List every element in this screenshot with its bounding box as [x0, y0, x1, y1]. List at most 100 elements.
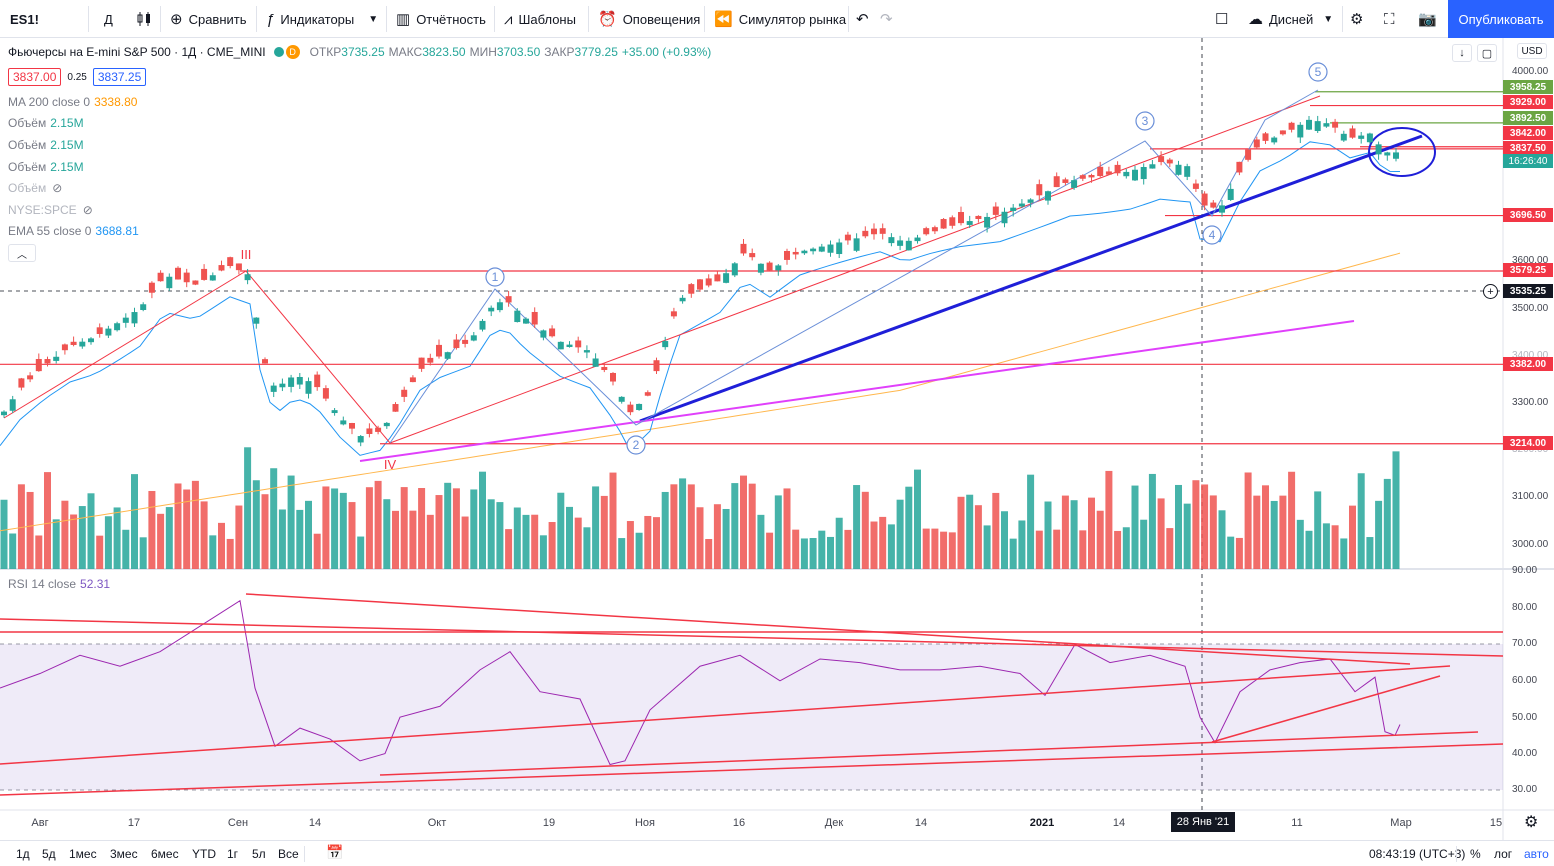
candle-body — [792, 251, 799, 255]
eye-hidden-icon[interactable]: ⊘ — [52, 181, 63, 195]
date-range-button[interactable]: 📅 — [326, 844, 343, 861]
currency-button[interactable]: USD — [1517, 43, 1547, 59]
candle-body — [897, 240, 904, 246]
volume-legend-2[interactable]: Объём 2.15M — [8, 138, 84, 152]
percent-scale-toggle[interactable]: % — [1470, 847, 1481, 861]
blue-trendline — [639, 134, 1423, 423]
log-scale-toggle[interactable]: лог — [1494, 847, 1513, 861]
volume-bar — [157, 513, 165, 569]
volume-bar — [191, 480, 199, 569]
volume-bar — [209, 535, 217, 569]
maximize-pane-button[interactable]: ▢ — [1477, 44, 1497, 62]
volume-bar — [557, 492, 565, 569]
ema-legend[interactable]: EMA 55 close 0 3688.81 — [8, 224, 139, 238]
symbol-search-button[interactable]: ES1! — [10, 11, 39, 27]
candle-body — [1323, 123, 1330, 127]
range-5d-button[interactable]: 5д — [42, 847, 56, 861]
reports-button[interactable]: ▥ Отчётность — [396, 11, 486, 28]
clock-timezone[interactable]: 08:43:19 (UTC+3) — [1369, 847, 1466, 861]
candle-body — [1384, 152, 1391, 156]
bottom-toolbar: 1д 5д 1мес 3мес 6мес YTD 1г 5л Все 📅 08:… — [0, 840, 1554, 866]
volume-bar — [104, 516, 112, 569]
range-1m-button[interactable]: 1мес — [69, 847, 97, 861]
volume-bar — [609, 472, 617, 569]
ask-price[interactable]: 3837.25 — [92, 68, 147, 86]
volume-legend-1[interactable]: Объём 2.15M — [8, 116, 84, 130]
range-3m-button[interactable]: 3мес — [110, 847, 138, 861]
range-all-button[interactable]: Все — [278, 847, 299, 861]
time-tick: 15 — [1489, 817, 1503, 829]
redo-button[interactable]: ↷ — [880, 0, 899, 38]
templates-button[interactable]: ⩘ Шаблоны — [504, 10, 576, 28]
crosshair-price-label: 3535.25 — [1503, 284, 1553, 298]
download-arrow-button[interactable]: ↓ — [1452, 44, 1472, 62]
volume-bar — [305, 500, 312, 569]
eye-hidden-icon[interactable]: ⊘ — [82, 203, 93, 217]
candle-body — [1236, 161, 1243, 173]
spce-legend[interactable]: NYSE:SPCE ⊘ — [8, 203, 93, 217]
compare-button[interactable]: ⊕ Сравнить — [170, 11, 247, 28]
range-1d-button[interactable]: 1д — [16, 847, 30, 861]
candle-body — [1001, 211, 1008, 224]
volume-bar — [35, 535, 43, 569]
candle-body — [288, 377, 295, 387]
collapse-legend-button[interactable]: ︿ — [8, 244, 36, 262]
rsi-tick: 70.00 — [1512, 638, 1538, 649]
market-status-dot — [273, 47, 284, 57]
volume-bar — [1305, 530, 1313, 569]
chart-style-button[interactable] — [136, 0, 152, 38]
fullscreen-layout-button[interactable]: ☐ — [1215, 0, 1234, 38]
range-1y-button[interactable]: 1г — [227, 847, 239, 861]
rsi-legend[interactable]: RSI 14 close 52.31 — [8, 577, 111, 591]
volume-bar — [122, 529, 130, 569]
volume-bar — [435, 495, 443, 569]
volume-bar — [322, 486, 330, 569]
candle-body — [79, 341, 86, 347]
candle-body — [1053, 176, 1060, 188]
ma-legend[interactable]: MA 200 close 0 3338.80 — [8, 95, 138, 109]
candle-body — [531, 311, 538, 325]
wave-2-label-circle — [626, 435, 646, 455]
range-5y-button[interactable]: 5л — [252, 847, 266, 861]
candle-body — [871, 228, 877, 235]
rsi-trendline — [1211, 675, 1441, 743]
fullscreen-button[interactable]: ⛶ — [1384, 0, 1401, 38]
volume-bar — [887, 524, 895, 569]
layout-menu-button[interactable]: ☁ Дисней ▼ — [1248, 11, 1334, 28]
candle-body — [436, 344, 442, 357]
volume-legend-4[interactable]: Объём ⊘ — [8, 181, 63, 195]
candle-body — [114, 323, 121, 331]
bid-price[interactable]: 3837.00 — [8, 68, 62, 86]
alerts-button[interactable]: ⏰ Оповещения — [598, 11, 701, 28]
volume-bar — [1322, 523, 1330, 569]
volume-bar — [957, 496, 965, 569]
interval-button[interactable]: Д — [104, 11, 113, 27]
snapshot-button[interactable]: 📷 — [1418, 0, 1443, 38]
volume-legend-3[interactable]: Объём 2.15M — [8, 160, 84, 174]
add-plus-button[interactable]: + — [1483, 284, 1498, 299]
volume-bar — [1201, 484, 1209, 569]
volume-bar — [1027, 474, 1035, 569]
settings-button[interactable]: ⚙ — [1350, 0, 1369, 38]
price-tick: 3400.00 — [1512, 350, 1549, 361]
volume-bar — [1253, 495, 1261, 569]
candle-body — [505, 296, 512, 303]
volume-bar — [653, 517, 660, 569]
volume-bar — [1018, 520, 1026, 569]
magenta-trendline — [359, 320, 1355, 462]
publish-button[interactable]: Опубликовать — [1448, 0, 1554, 38]
axis-settings-button[interactable]: ⚙ — [1524, 812, 1538, 832]
replay-button[interactable]: ⏪ Симулятор рынка — [714, 11, 847, 28]
undo-button[interactable]: ↶ — [856, 0, 875, 38]
range-ytd-button[interactable]: YTD — [192, 847, 216, 861]
indicators-button[interactable]: ƒ Индикаторы ▼ — [266, 10, 379, 28]
volume-bar — [1088, 497, 1095, 569]
chart-canvas[interactable]: 1 2 3 4 5 III IV — [0, 38, 1554, 840]
auto-scale-toggle[interactable]: авто — [1524, 847, 1549, 861]
range-6m-button[interactable]: 6мес — [151, 847, 179, 861]
candle-body — [279, 383, 286, 388]
candle-body — [166, 276, 173, 289]
candle-body — [1192, 183, 1199, 189]
candle-body — [235, 263, 242, 271]
price-tick: 3500.00 — [1512, 303, 1549, 314]
